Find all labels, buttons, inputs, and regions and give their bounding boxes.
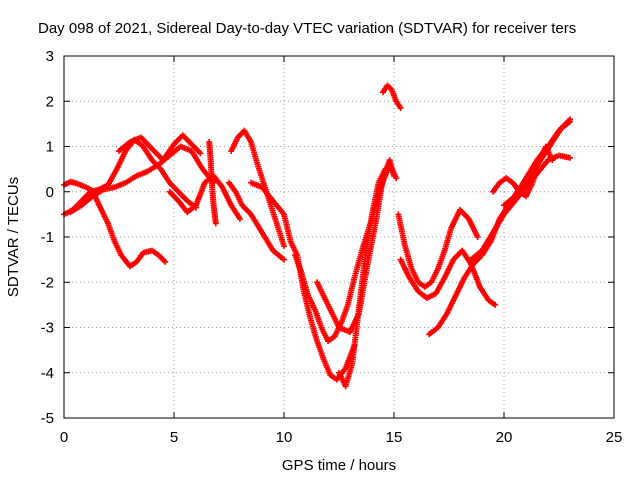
chart-title: Day 098 of 2021, Sidereal Day-to-day VTE… (38, 20, 576, 37)
series-arc-6 (206, 138, 219, 227)
y-tick-label: 0 (46, 184, 54, 201)
x-tick-label: 15 (386, 429, 403, 446)
series-arc-13 (380, 82, 404, 112)
x-tick-label: 20 (496, 429, 513, 446)
series-arc-4 (116, 132, 204, 164)
data-point (391, 172, 397, 179)
data-point (474, 234, 481, 240)
x-tick-label: 5 (170, 429, 178, 446)
data-series (61, 82, 573, 390)
axis-ticks: 0 5 10 15 20 25 -5 -4 -3 -2 -1 0 1 2 3 (41, 48, 623, 446)
data-point (162, 258, 169, 265)
y-tick-label: -1 (41, 229, 54, 246)
x-tick-label: 25 (606, 429, 623, 446)
data-point (397, 105, 404, 112)
series-arc-12 (336, 166, 389, 390)
y-axis-label: SDTVAR / TECUs (5, 177, 22, 297)
data-point (382, 166, 389, 173)
data-point (549, 157, 556, 164)
x-tick-label: 10 (276, 429, 293, 446)
data-point (492, 301, 499, 308)
data-point (281, 256, 287, 263)
y-tick-label: 1 (46, 139, 54, 156)
series-arc-7 (226, 179, 287, 263)
series-arc-19 (501, 116, 573, 209)
y-tick-label: 2 (46, 93, 54, 110)
y-tick-label: -2 (41, 274, 54, 291)
y-tick-label: 3 (46, 48, 54, 65)
data-point (237, 215, 243, 222)
x-axis-label: GPS time / hours (282, 457, 396, 474)
series-arc-17 (468, 152, 573, 263)
data-point (212, 220, 219, 227)
data-point (281, 243, 287, 250)
series-arc-15 (397, 247, 499, 308)
data-point (567, 116, 573, 123)
y-tick-label: -5 (41, 410, 54, 427)
data-point (197, 150, 204, 157)
series-arc-8 (228, 127, 287, 250)
series-arc-1 (61, 178, 169, 270)
series-arc-5 (166, 172, 243, 222)
x-tick-label: 0 (60, 429, 68, 446)
data-point (567, 154, 573, 161)
plot-frame (63, 55, 615, 419)
series-arc-14 (395, 206, 481, 290)
y-tick-label: -4 (41, 365, 54, 382)
grid (64, 56, 614, 418)
y-tick-label: -3 (41, 320, 54, 337)
